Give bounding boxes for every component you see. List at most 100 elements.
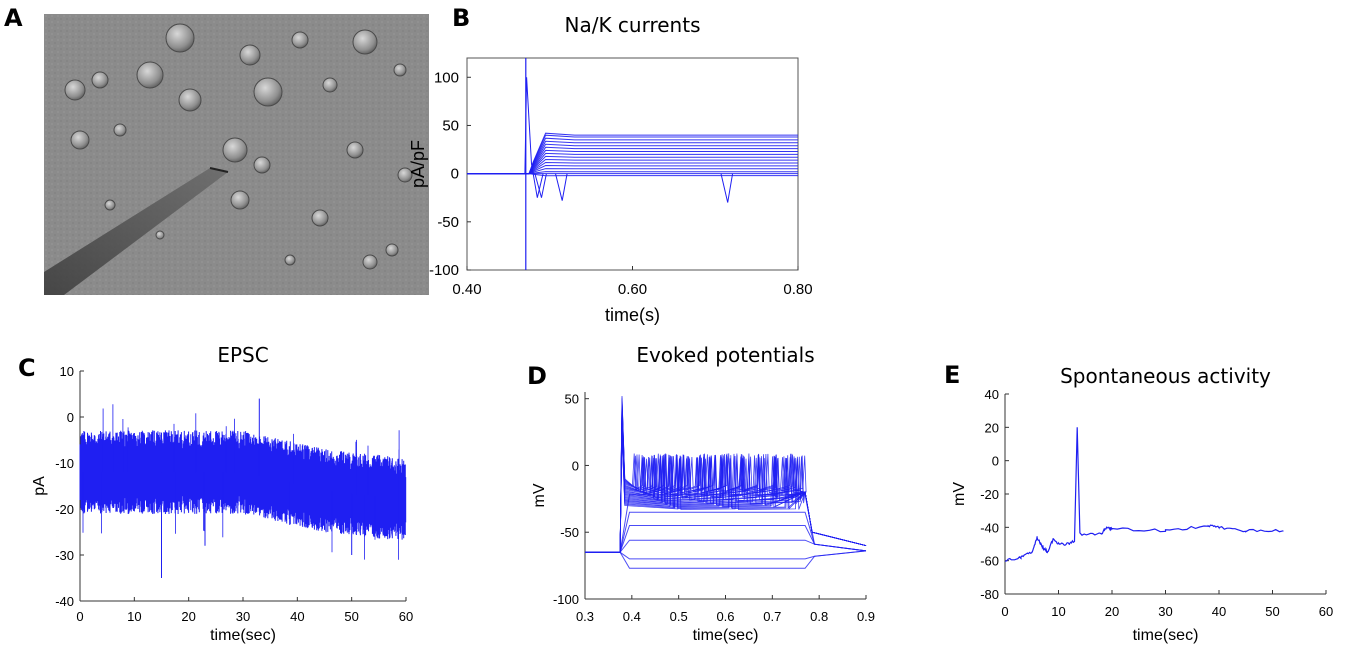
chart-b-title: Na/K currents xyxy=(565,13,701,37)
micrograph-cell xyxy=(385,243,399,257)
x-tick-label: 20 xyxy=(181,609,195,624)
x-tick-label: 50 xyxy=(1265,604,1279,619)
x-tick-label: 10 xyxy=(1051,604,1065,619)
y-tick-label: -40 xyxy=(980,520,999,535)
chart-c-xlabel: time(sec) xyxy=(210,627,276,644)
chart-e-xlabel: time(sec) xyxy=(1133,627,1199,644)
x-tick-label: 20 xyxy=(1105,604,1119,619)
series-b-trace xyxy=(467,152,798,175)
y-tick-label: -50 xyxy=(437,214,459,231)
series-d-spiking xyxy=(585,415,867,553)
y-tick-label: 50 xyxy=(565,392,579,407)
x-tick-label: 60 xyxy=(1319,604,1333,619)
micrograph-cell xyxy=(239,44,261,66)
series-b-trace xyxy=(467,137,798,175)
y-tick-label: 0 xyxy=(992,454,999,469)
x-tick-label: 0.8 xyxy=(810,609,828,624)
y-tick-label: -80 xyxy=(980,587,999,602)
chart-b-xlabel: time(s) xyxy=(605,305,660,325)
series-b-peak xyxy=(524,77,544,198)
chart-d-title: Evoked potentials xyxy=(636,343,814,367)
chart-d-ylabel: mV xyxy=(531,483,548,507)
series-b-inward-peak xyxy=(534,173,547,198)
micrograph-cell xyxy=(346,141,364,159)
series-b-trace xyxy=(467,155,798,175)
y-tick-label: 100 xyxy=(434,69,459,86)
micrograph-cell xyxy=(70,130,90,150)
x-tick-label: 40 xyxy=(290,609,304,624)
x-tick-label: 0.5 xyxy=(670,609,688,624)
micrograph-cell xyxy=(230,190,250,210)
chart-c: 0 10 20 30 40 50 60 -40 -30 -20 -10 0 10 EPSC time(sec… xyxy=(31,343,413,644)
y-tick-label: -30 xyxy=(55,548,74,563)
y-tick-label: 10 xyxy=(60,364,74,379)
x-tick-label: 0.80 xyxy=(783,281,812,298)
x-tick-label: 60 xyxy=(399,609,413,624)
x-tick-label: 30 xyxy=(236,609,250,624)
y-tick-label: -100 xyxy=(553,592,579,607)
x-tick-label: 0.9 xyxy=(857,609,875,624)
series-d-subthreshold xyxy=(585,550,867,569)
series-d-spiking xyxy=(585,436,867,553)
series-d-subthreshold xyxy=(585,525,867,553)
x-tick-label: 0.7 xyxy=(763,609,781,624)
panel-label-b: B xyxy=(452,4,470,32)
micrograph-cell xyxy=(178,88,202,112)
series-b-trace xyxy=(467,164,798,175)
series-e-trace xyxy=(1004,427,1284,562)
x-tick-label: 0.6 xyxy=(716,609,734,624)
micrograph-cell xyxy=(393,63,407,77)
y-tick-label: -60 xyxy=(980,554,999,569)
x-tick-label: 0.60 xyxy=(618,281,647,298)
chart-b-frame xyxy=(466,57,799,271)
series-d-spiking xyxy=(585,397,867,553)
x-tick-label: 50 xyxy=(344,609,358,624)
y-tick-label: 40 xyxy=(985,387,999,402)
micrograph-cell xyxy=(91,71,109,89)
micrograph-cell xyxy=(311,209,329,227)
panel-label-c: C xyxy=(18,354,36,382)
panel-label-e: E xyxy=(944,361,960,389)
micrograph-cell xyxy=(352,29,378,55)
micrograph-cell xyxy=(291,31,309,49)
chart-e: 0 10 20 30 40 50 60 -80 -60 -40 -20 0 20 40 Spontaneou… xyxy=(951,364,1333,644)
micrograph-cell xyxy=(64,79,86,101)
y-tick-label: 0 xyxy=(572,458,579,473)
y-tick-label: -50 xyxy=(560,525,579,540)
x-tick-label: 0.40 xyxy=(452,281,481,298)
micrograph-cell xyxy=(284,254,296,266)
series-c-trace xyxy=(79,430,407,540)
micrograph-cell xyxy=(253,77,283,107)
x-tick-label: 0.4 xyxy=(623,609,641,624)
x-tick-label: 10 xyxy=(127,609,141,624)
micrograph-cell xyxy=(362,254,378,270)
chart-c-title: EPSC xyxy=(217,343,268,367)
micrograph-cell xyxy=(253,156,271,174)
x-tick-label: 0 xyxy=(76,609,83,624)
panel-label-d: D xyxy=(527,362,547,390)
micrograph-cell xyxy=(165,23,195,53)
series-b-inward-peak xyxy=(720,173,734,203)
series-b-trace xyxy=(467,132,798,175)
y-tick-label: -20 xyxy=(55,502,74,517)
chart-b-ylabel: pA/pF xyxy=(408,140,428,188)
chart-c-ylabel: pA xyxy=(31,476,48,496)
chart-d: 0.3 0.4 0.5 0.6 0.7 0.8 0.9 -100 -50 0 50 Evoked po… xyxy=(531,343,875,644)
y-tick-label: 50 xyxy=(442,117,459,134)
chart-e-ylabel: mV xyxy=(951,482,968,506)
y-tick-label: -100 xyxy=(429,262,459,279)
series-b-trace xyxy=(467,149,798,175)
micrograph-cell xyxy=(113,123,127,137)
chart-e-title: Spontaneous activity xyxy=(1060,364,1271,388)
x-tick-label: 0 xyxy=(1001,604,1008,619)
micrograph-cell xyxy=(222,137,248,163)
series-b-trace xyxy=(467,168,798,175)
micrograph-cell xyxy=(136,61,164,89)
micrograph-cell xyxy=(397,167,413,183)
panel-label-a: A xyxy=(4,4,23,32)
chart-d-xlabel: time(sec) xyxy=(693,627,759,644)
micrograph-cell xyxy=(104,199,116,211)
x-tick-label: 0.3 xyxy=(576,609,594,624)
